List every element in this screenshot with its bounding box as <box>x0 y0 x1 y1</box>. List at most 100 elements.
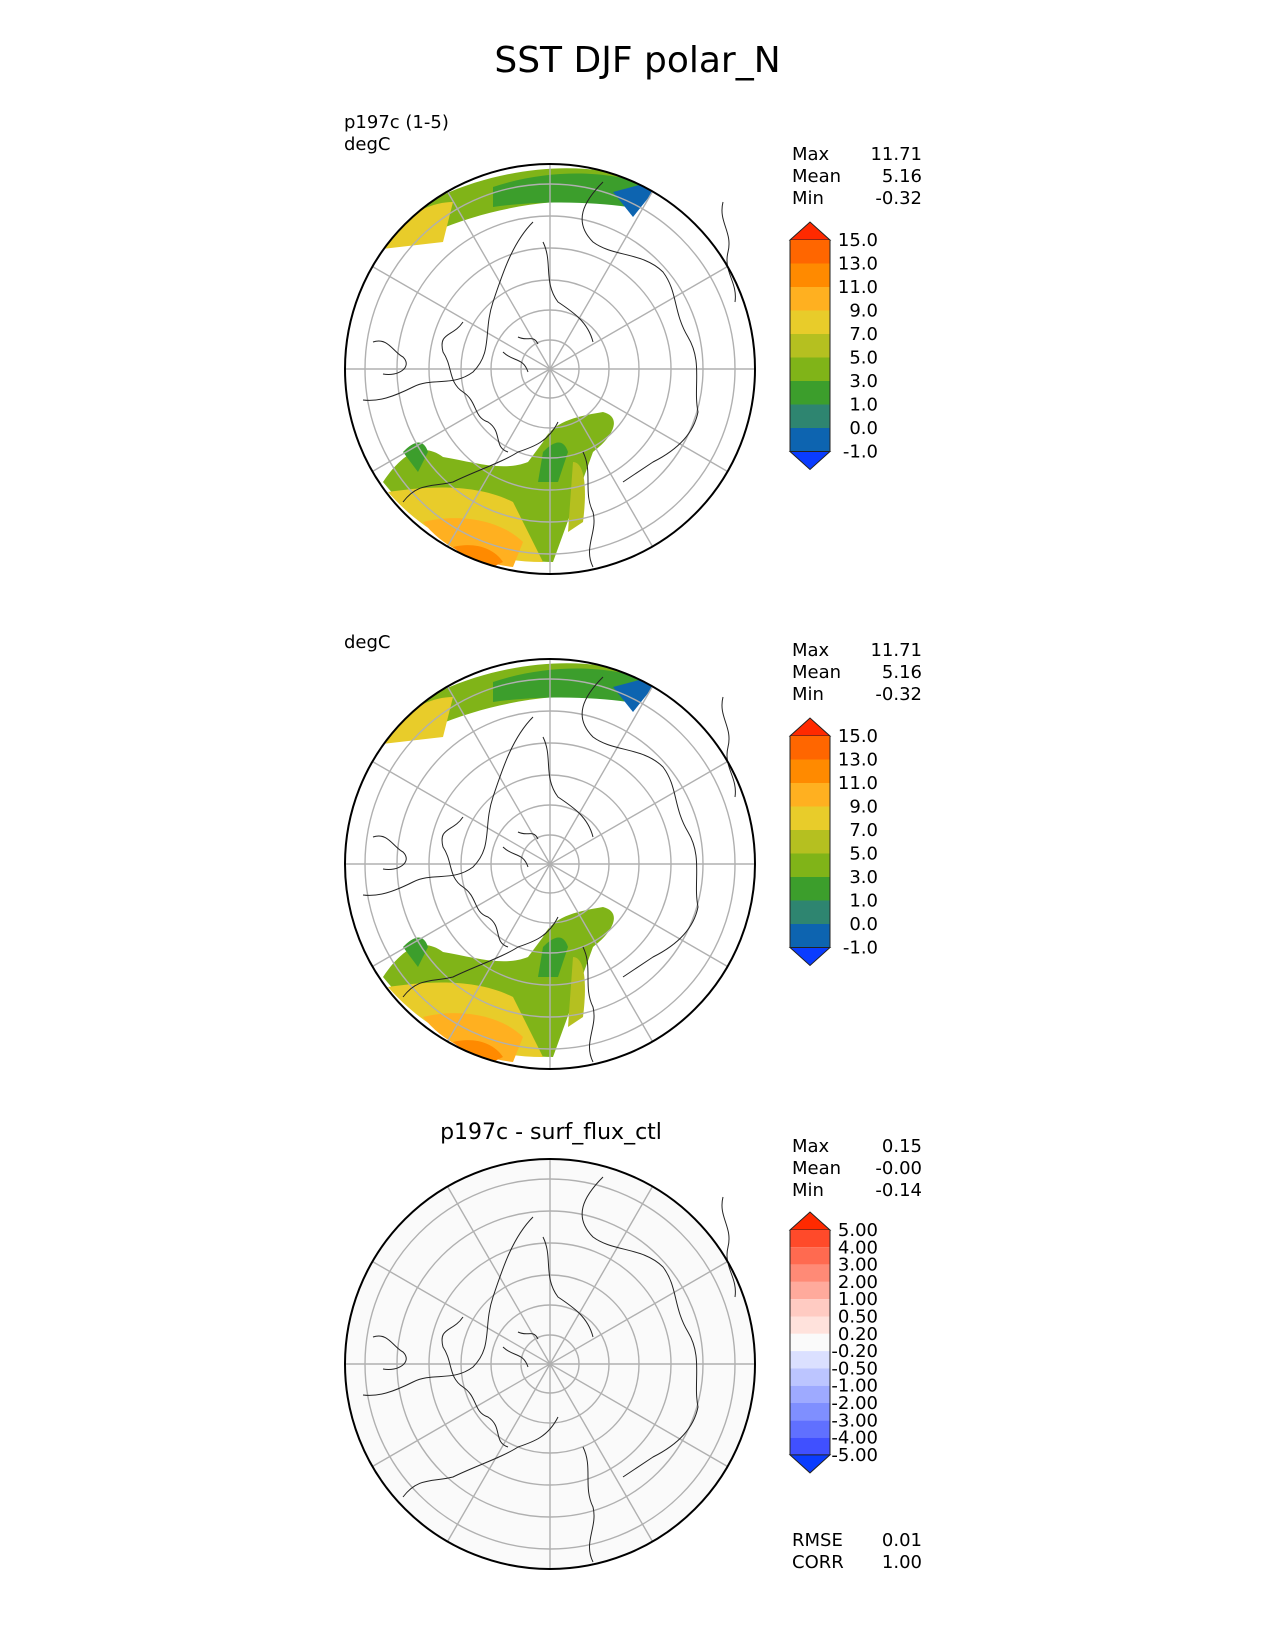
colorbar-tick-label: -1.0 <box>843 938 878 959</box>
colorbar-outline <box>789 736 831 948</box>
colorbar-tick-label: -1.00 <box>831 1376 878 1397</box>
colorbar-tick-label: 3.00 <box>838 1255 878 1276</box>
sst-region <box>613 679 653 712</box>
stat-min: Min -0.32 <box>792 188 922 209</box>
colorbar-tick-label: 4.00 <box>838 1237 878 1258</box>
sst-region <box>568 957 585 1027</box>
coastlines <box>362 181 736 568</box>
panel3-metrics: RMSE 0.01 CORR 1.00 <box>792 1530 922 1574</box>
colorbar-segment <box>790 1281 830 1300</box>
map-boundary <box>344 658 756 1070</box>
colorbar-extend-bottom <box>788 1454 832 1474</box>
coastline <box>502 336 539 373</box>
stat-min: Min -0.32 <box>792 684 922 705</box>
colorbar-segment <box>790 428 830 452</box>
sst-region <box>423 518 523 567</box>
colorbar-tick-label: 15.0 <box>838 230 878 251</box>
colorbar-tick-label: 1.0 <box>849 395 878 416</box>
colorbar-segment <box>790 1385 830 1403</box>
colorbar-segment <box>790 287 830 311</box>
colorbar-tick-label: 9.0 <box>849 301 878 322</box>
coastline <box>402 1416 559 1498</box>
coastline <box>372 835 407 871</box>
figure-title: SST DJF polar_N <box>494 40 781 81</box>
colorbar-segment <box>790 853 830 877</box>
colorbar-segment <box>790 1351 830 1369</box>
coastline <box>372 1335 407 1371</box>
colorbar-segment <box>790 759 830 783</box>
coastline <box>441 321 509 453</box>
colorbar-segment <box>790 263 830 287</box>
panel1-stats: Max 11.71 Mean 5.16 Min -0.32 <box>792 144 922 210</box>
colorbar-segment <box>790 924 830 948</box>
coastline <box>502 831 539 868</box>
coastline <box>372 340 407 376</box>
panel1-colorbar: 15.0 13.011.0 9.07.0 5.03.0 1.00.0 -1.0 <box>788 221 878 471</box>
coastline <box>721 1196 736 1298</box>
colorbar-tick-label: -0.50 <box>831 1358 878 1379</box>
colorbar-tick-label: 2.00 <box>838 1272 878 1293</box>
coastline <box>402 916 559 998</box>
colorbar-tick-label: 11.0 <box>838 277 878 298</box>
colorbar-tick-label: 15.0 <box>838 726 878 747</box>
stat-max: Max 11.71 <box>792 640 922 661</box>
sst-region <box>493 668 643 702</box>
coastline <box>582 1446 595 1563</box>
coastline <box>542 241 594 343</box>
colorbar-extend-bottom <box>788 947 832 967</box>
panel3-colorbar: 5.004.003.002.001.000.500.20-0.20-0.50-1… <box>788 1211 878 1474</box>
sst-region <box>423 1013 523 1062</box>
coastline <box>362 221 534 401</box>
colorbar-tick-label: 3.0 <box>849 371 878 392</box>
coastline <box>581 181 699 483</box>
coastline <box>502 1331 539 1368</box>
sst-region <box>538 937 568 977</box>
metric-rmse: RMSE 0.01 <box>792 1530 922 1551</box>
panel3-title: p197c - surf_flux_ctl <box>440 1120 662 1145</box>
coastlines <box>362 1176 736 1563</box>
sst-region <box>373 697 453 745</box>
colorbar-tick-label: 5.0 <box>849 844 878 865</box>
colorbar-tick-label: -2.00 <box>831 1393 878 1414</box>
colorbar-tick-label: 0.50 <box>838 1307 878 1328</box>
stat-mean: Mean 5.16 <box>792 662 922 683</box>
colorbar-tick-label: 9.0 <box>849 797 878 818</box>
colorbar-tick-label: 1.00 <box>838 1289 878 1310</box>
map-boundary <box>344 1158 756 1570</box>
colorbar-tick-label: -4.00 <box>831 1428 878 1449</box>
colorbar-segment <box>790 334 830 358</box>
coastline <box>582 451 595 568</box>
sst-region <box>613 184 653 217</box>
colorbar-segment <box>790 1299 830 1317</box>
map-boundary <box>344 163 756 575</box>
colorbar-segment <box>790 806 830 830</box>
panel2-polar-map <box>344 658 756 1070</box>
coastline <box>581 676 699 978</box>
stat-max: Max 11.71 <box>792 144 922 165</box>
panel2-subtitle: degC <box>344 632 391 653</box>
colorbar-segment <box>790 1437 830 1455</box>
colorbar-segment <box>790 404 830 428</box>
colorbar-tick-label: -5.00 <box>831 1445 878 1466</box>
panel1-subtitle-line1: p197c (1-5) <box>344 112 449 133</box>
coastline <box>542 1236 594 1338</box>
colorbar-segment <box>790 877 830 901</box>
sst-region <box>373 202 453 250</box>
coastline <box>441 1316 509 1448</box>
graticule <box>345 1159 755 1569</box>
colorbar-outline <box>789 1230 831 1455</box>
meridian-line <box>446 686 654 1042</box>
panel3-polar-map <box>344 1158 756 1570</box>
sst-region <box>568 462 585 532</box>
colorbar-segment <box>790 900 830 924</box>
colorbar-segment <box>790 1333 830 1352</box>
coastline <box>721 201 736 303</box>
colorbar-outline <box>789 240 831 452</box>
colorbar-segment <box>790 830 830 854</box>
colorbar-tick-label: -1.0 <box>843 442 878 463</box>
colorbar-tick-label: -3.00 <box>831 1410 878 1431</box>
colorbar-segment <box>790 736 830 760</box>
colorbar-tick-label: 0.20 <box>838 1324 878 1345</box>
colorbar-tick-label: 1.0 <box>849 891 878 912</box>
stat-min: Min -0.14 <box>792 1180 922 1201</box>
